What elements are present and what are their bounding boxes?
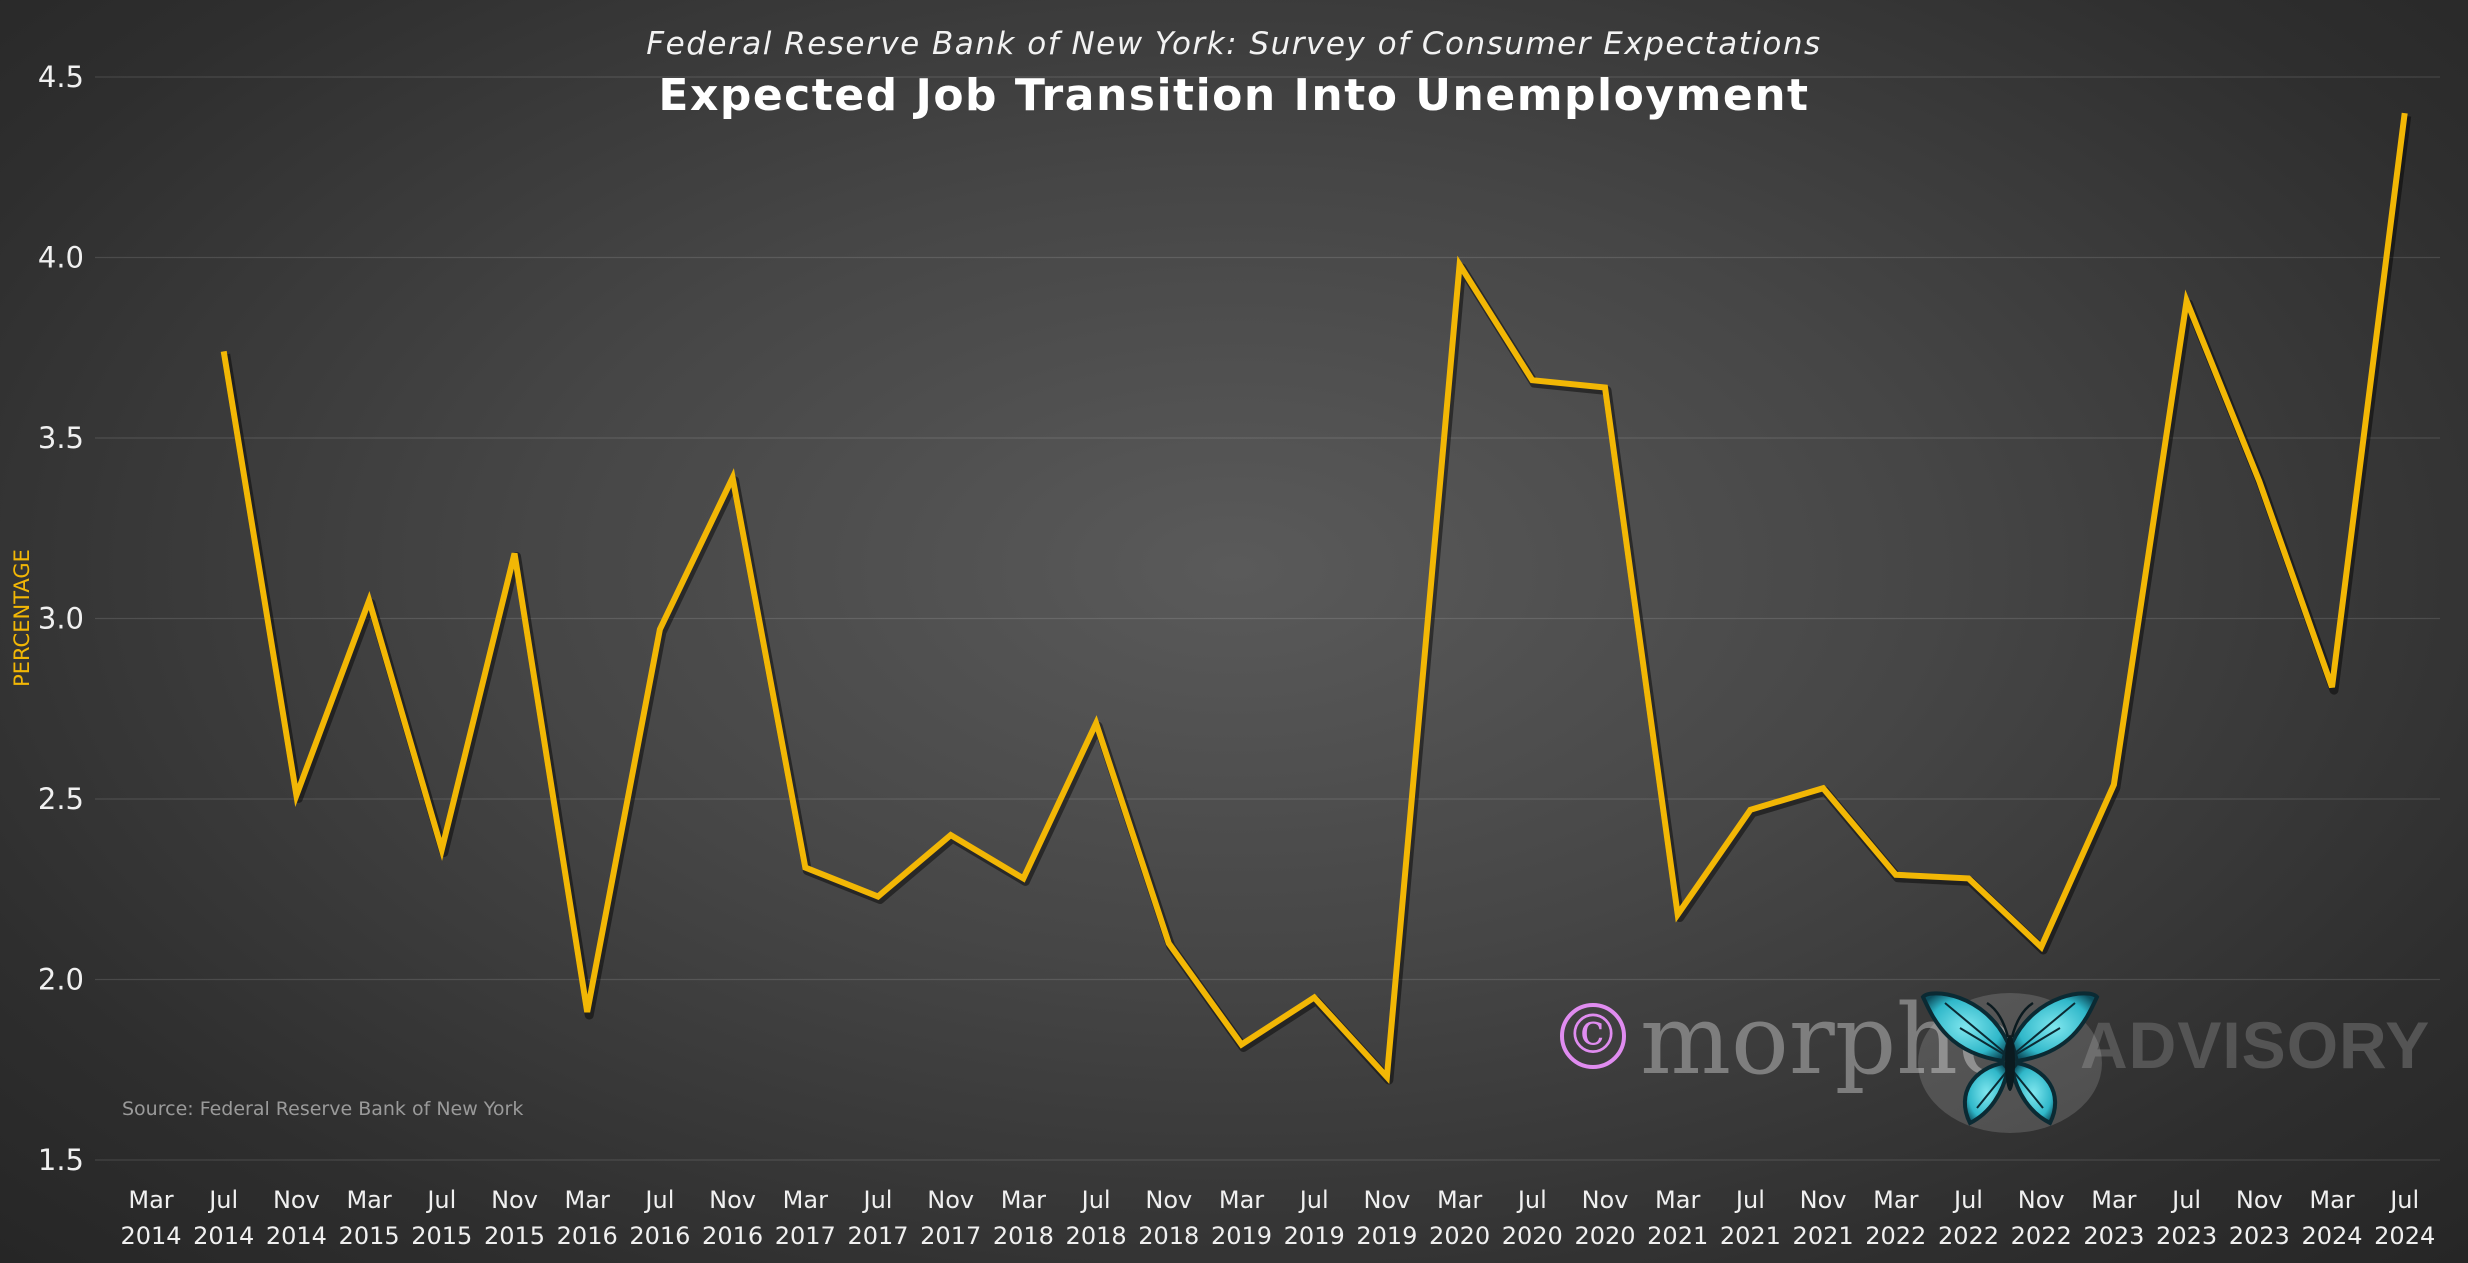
watermark-suffix: ADVISORY <box>2080 1008 2431 1082</box>
x-tick-label-year: 2021 <box>1647 1222 1708 1250</box>
series-group <box>220 112 2412 1085</box>
x-tick-label-month: Nov <box>927 1186 974 1214</box>
x-tick-label-year: 2022 <box>1865 1222 1926 1250</box>
x-tick-label-month: Jul <box>2170 1186 2201 1214</box>
source-note: Source: Federal Reserve Bank of New York <box>122 1098 524 1120</box>
x-tick-label-year: 2014 <box>266 1222 327 1250</box>
x-tick-label-year: 2018 <box>1066 1222 1127 1250</box>
x-tick-label-year: 2019 <box>1356 1222 1417 1250</box>
x-tick-label-month: Jul <box>1734 1186 1765 1214</box>
x-tick-label-month: Nov <box>1145 1186 1192 1214</box>
x-tick-label-month: Mar <box>783 1186 828 1214</box>
chart-subtitle: Federal Reserve Bank of New York: Survey… <box>646 26 1822 62</box>
x-tick-label-year: 2016 <box>702 1222 763 1250</box>
y-axis-ticks: 1.5 2.0 2.5 3.0 3.5 4.0 4.5 <box>38 60 84 1177</box>
x-tick-label-month: Mar <box>2091 1186 2136 1214</box>
x-tick-label-year: 2017 <box>775 1222 836 1250</box>
x-tick-label-year: 2014 <box>193 1222 254 1250</box>
x-tick-label-month: Nov <box>2236 1186 2283 1214</box>
copyright-icon: © <box>1560 1003 1626 1069</box>
x-tick-label-month: Jul <box>2388 1186 2419 1214</box>
x-tick-label-month: Nov <box>1582 1186 1629 1214</box>
x-tick-label-year: 2016 <box>629 1222 690 1250</box>
x-tick-label-year: 2022 <box>1938 1222 1999 1250</box>
x-tick-label-year: 2018 <box>1138 1222 1199 1250</box>
x-tick-label-year: 2019 <box>1284 1222 1345 1250</box>
x-tick-label-year: 2020 <box>1429 1222 1490 1250</box>
x-tick-label-year: 2014 <box>120 1222 181 1250</box>
x-tick-label-year: 2020 <box>1502 1222 1563 1250</box>
x-axis-ticks: Mar 2014 Jul 2014 Nov 2014 Mar 2015 Jul 2015 Nov 20… <box>120 1186 2435 1250</box>
x-tick-label-year: 2017 <box>920 1222 981 1250</box>
x-tick-label-month: Jul <box>425 1186 456 1214</box>
x-tick-label-year: 2015 <box>339 1222 400 1250</box>
x-tick-label-year: 2023 <box>2229 1222 2290 1250</box>
x-tick-label-month: Jul <box>862 1186 893 1214</box>
x-tick-label-month: Nov <box>1800 1186 1847 1214</box>
x-tick-label-month: Jul <box>1516 1186 1547 1214</box>
x-tick-label-month: Mar <box>2309 1186 2354 1214</box>
x-tick-label-year: 2024 <box>2301 1222 2362 1250</box>
x-tick-label-year: 2015 <box>484 1222 545 1250</box>
y-tick-label: 4.0 <box>38 241 84 275</box>
x-tick-label-month: Jul <box>643 1186 674 1214</box>
y-tick-label: 4.5 <box>38 60 84 94</box>
x-tick-label-year: 2020 <box>1574 1222 1635 1250</box>
watermark-logo: © morpho ADVISORY <box>1560 985 2429 1135</box>
x-tick-label-month: Mar <box>1655 1186 1700 1214</box>
y-tick-label: 3.5 <box>38 421 84 455</box>
x-tick-label-year: 2016 <box>557 1222 618 1250</box>
y-axis-label: PERCENTAGE <box>10 549 34 687</box>
x-tick-label-month: Mar <box>1437 1186 1482 1214</box>
x-tick-label-month: Nov <box>709 1186 756 1214</box>
x-tick-label-month: Jul <box>207 1186 238 1214</box>
x-tick-label-month: Mar <box>346 1186 391 1214</box>
x-tick-label-year: 2021 <box>1793 1222 1854 1250</box>
y-tick-label: 1.5 <box>38 1143 84 1177</box>
y-tick-label: 2.0 <box>38 963 84 997</box>
x-tick-label-year: 2015 <box>411 1222 472 1250</box>
x-tick-label-month: Mar <box>1001 1186 1046 1214</box>
x-tick-label-month: Jul <box>1080 1186 1111 1214</box>
x-tick-label-month: Mar <box>1873 1186 1918 1214</box>
x-tick-label-month: Nov <box>273 1186 320 1214</box>
series-line-shadow <box>221 115 2412 1085</box>
x-tick-label-month: Mar <box>1219 1186 1264 1214</box>
x-tick-label-year: 2023 <box>2083 1222 2144 1250</box>
x-tick-label-year: 2024 <box>2374 1222 2435 1250</box>
x-tick-label-month: Nov <box>2018 1186 2065 1214</box>
x-tick-label-month: Jul <box>1298 1186 1329 1214</box>
x-tick-label-year: 2021 <box>1720 1222 1781 1250</box>
x-tick-label-year: 2017 <box>847 1222 908 1250</box>
y-tick-label: 2.5 <box>38 782 84 816</box>
x-tick-label-year: 2019 <box>1211 1222 1272 1250</box>
gridlines <box>95 76 2440 1161</box>
chart-title: Expected Job Transition Into Unemploymen… <box>658 70 1810 121</box>
x-tick-label-year: 2018 <box>993 1222 1054 1250</box>
x-tick-label-month: Mar <box>128 1186 173 1214</box>
x-tick-label-year: 2022 <box>2011 1222 2072 1250</box>
y-tick-label: 3.0 <box>38 602 84 636</box>
x-tick-label-month: Jul <box>1952 1186 1983 1214</box>
x-tick-label-year: 2023 <box>2156 1222 2217 1250</box>
x-tick-label-month: Mar <box>565 1186 610 1214</box>
butterfly-icon <box>1918 991 2102 1133</box>
x-tick-label-month: Nov <box>491 1186 538 1214</box>
x-tick-label-month: Nov <box>1363 1186 1410 1214</box>
